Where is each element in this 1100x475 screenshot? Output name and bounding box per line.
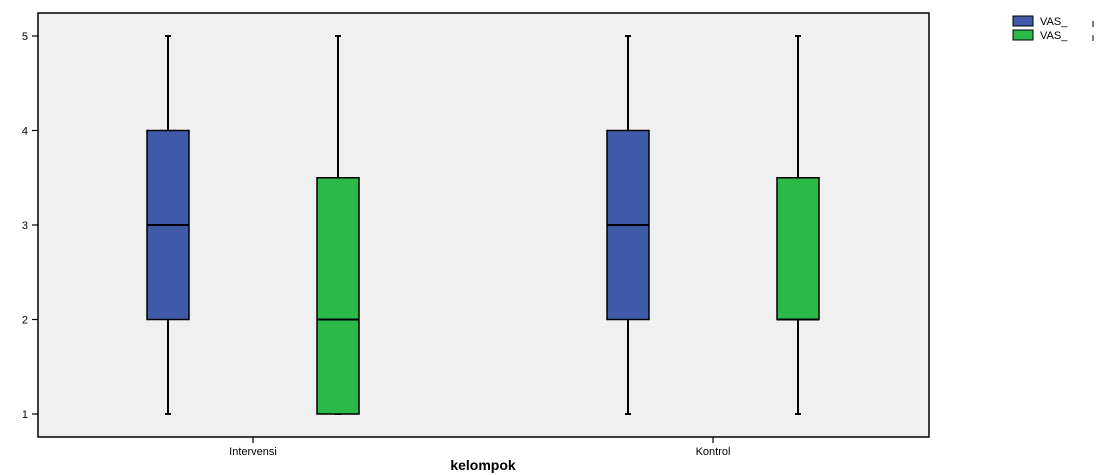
legend: VAS_ VAS_ — [1012, 15, 1094, 42]
legend-swatch — [1012, 15, 1034, 27]
y-tick-label: 3 — [22, 220, 28, 232]
x-axis: Intervensi Kontrol — [229, 437, 730, 458]
y-tick-label: 4 — [22, 126, 28, 138]
box-kontrol-series-2 — [776, 35, 820, 415]
legend-label: VAS_ — [1040, 16, 1068, 28]
y-tick-label: 2 — [22, 315, 28, 327]
box-intervensi-series-2 — [316, 35, 360, 415]
box-iqr — [776, 177, 820, 321]
box-kontrol-series-1 — [606, 35, 650, 415]
x-tick-label: Intervensi — [229, 446, 277, 458]
x-axis-label: kelompok — [450, 457, 516, 473]
legend-label: VAS_ — [1040, 30, 1068, 42]
x-tick-label: Kontrol — [696, 446, 731, 458]
y-axis: 1 2 3 4 5 — [22, 31, 38, 421]
y-tick-label: 1 — [22, 409, 28, 421]
legend-swatch — [1012, 29, 1034, 41]
boxes-group — [146, 35, 820, 415]
box-intervensi-series-1 — [146, 35, 190, 415]
y-tick-label: 5 — [22, 31, 28, 43]
box-iqr — [316, 177, 360, 415]
